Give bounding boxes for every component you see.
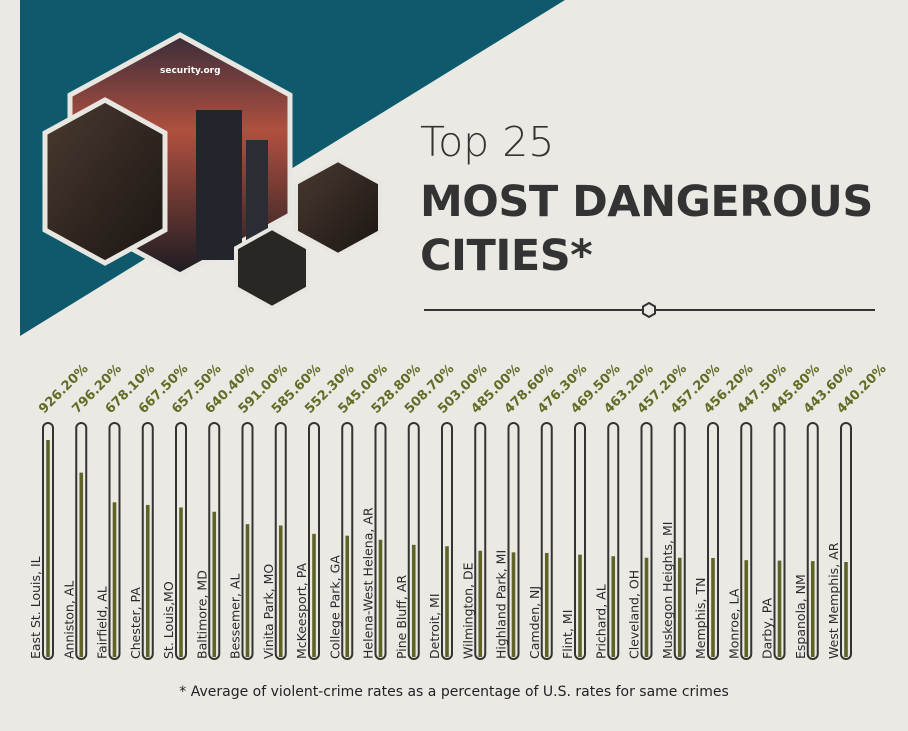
bar-fill xyxy=(312,533,316,657)
bar-fill xyxy=(378,539,383,657)
city-label: Highland Park, MI xyxy=(494,550,509,659)
header-graphic xyxy=(20,0,875,336)
bar-fill xyxy=(411,544,416,657)
city-label: Monroe, LA xyxy=(726,588,741,659)
title-line-1: Top 25 xyxy=(420,118,555,166)
bar-fill xyxy=(145,504,150,657)
city-label: Espanola, NM xyxy=(793,574,808,659)
logo: security.org xyxy=(160,66,221,76)
tube-outline xyxy=(806,422,819,660)
footnote: * Average of violent-crime rates as a pe… xyxy=(179,684,729,700)
bar-fill xyxy=(777,560,782,657)
city-label: Cleveland, OH xyxy=(627,570,642,659)
bar-fill xyxy=(445,546,449,657)
tube-outline xyxy=(175,422,187,660)
tube-outline xyxy=(607,422,620,660)
city-label: Anniston, AL xyxy=(61,581,76,659)
city-label: McKeesport, PA xyxy=(294,563,309,659)
city-label: Prichard, AL xyxy=(593,584,608,659)
city-label: East St. Louis, IL xyxy=(28,556,43,659)
city-label: St. Louis,MO xyxy=(161,581,176,659)
city-label: Memphis, TN xyxy=(693,578,708,659)
bar-fill xyxy=(677,557,682,657)
tube-outline xyxy=(673,422,686,660)
tube-outline xyxy=(341,422,354,660)
city-label: Muskegon Heights, MI xyxy=(660,522,675,659)
tube-outline xyxy=(208,422,221,660)
tube-outline xyxy=(274,422,287,660)
city-label: Detroit, MI xyxy=(427,593,442,659)
tube-outline xyxy=(108,422,121,660)
tube-outline xyxy=(840,422,852,660)
tube-outline xyxy=(42,422,54,660)
bar-fill xyxy=(46,440,50,657)
tube-outline xyxy=(141,422,154,660)
title-main: MOST DANGEROUS CITIES* xyxy=(420,175,873,283)
bar-fill xyxy=(744,560,749,657)
bar-fill xyxy=(278,525,283,657)
tube-outline xyxy=(540,422,553,660)
bar-fill xyxy=(810,561,815,657)
bar-fill xyxy=(544,552,549,657)
chart: 926.20%East St. Louis, IL796.20%Anniston… xyxy=(28,362,890,660)
city-label: Vinita Park, MO xyxy=(261,564,276,659)
bar-fill xyxy=(844,562,848,657)
tube-outline xyxy=(707,422,719,660)
city-label: Camden, NJ xyxy=(527,586,542,659)
tube-outline xyxy=(474,422,487,660)
tube-outline xyxy=(574,422,586,660)
city-label: Baltimore, MD xyxy=(194,570,209,659)
tube-outline xyxy=(773,422,786,660)
bar-fill xyxy=(478,550,483,657)
photo-hexagon-right xyxy=(294,157,382,258)
tube-outline xyxy=(441,422,453,660)
bar-fill xyxy=(511,552,516,657)
bar-fill xyxy=(578,554,582,657)
bar-group: 440.20%West Memphis, AR xyxy=(826,362,890,660)
city-label: Fairfield, AL xyxy=(95,586,110,659)
bar-fill xyxy=(345,535,350,657)
city-label: College Park, GA xyxy=(327,555,342,659)
bar-fill xyxy=(611,556,616,657)
city-label: Helena-West Helena, AR xyxy=(361,507,376,659)
city-label: Flint, MI xyxy=(560,610,575,659)
tube-outline xyxy=(640,422,653,660)
title-line-3: CITIES* xyxy=(420,231,593,281)
divider-hexagon xyxy=(642,301,656,319)
bar-fill xyxy=(112,502,117,657)
bar-fill xyxy=(245,524,250,657)
bar-fill xyxy=(644,557,649,657)
city-label: Pine Bluff, AR xyxy=(394,575,409,659)
city-label: West Memphis, AR xyxy=(826,542,841,659)
tube-outline xyxy=(507,422,520,660)
city-label: Wilmington, DE xyxy=(460,562,475,659)
tube-outline xyxy=(75,422,88,660)
bar-fill xyxy=(212,511,217,657)
photo-hexagon-left xyxy=(42,97,168,266)
city-label: Bessemer, AL xyxy=(228,574,243,659)
title-line-2: MOST DANGEROUS xyxy=(420,177,873,227)
tube-outline xyxy=(407,422,420,660)
bar-fill xyxy=(711,557,715,657)
city-label: Darby, PA xyxy=(760,598,775,659)
city-label: Chester, PA xyxy=(128,587,143,659)
photo-hexagon-bottom xyxy=(234,225,310,311)
tube-outline xyxy=(740,422,753,660)
bar-fill xyxy=(179,507,183,657)
tube-outline xyxy=(241,422,254,660)
bar-fill xyxy=(79,472,84,657)
tube-outline xyxy=(374,422,387,660)
tube-outline xyxy=(308,422,320,660)
